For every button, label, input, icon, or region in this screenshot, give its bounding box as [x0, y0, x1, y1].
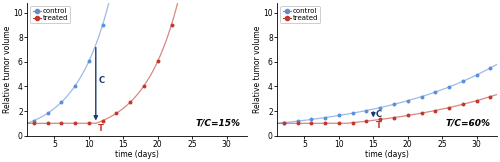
Y-axis label: Relative tumor volume: Relative tumor volume	[3, 26, 12, 113]
Point	[321, 116, 329, 119]
Point	[472, 74, 480, 76]
Point	[112, 112, 120, 115]
Point	[294, 122, 302, 125]
Point	[335, 122, 343, 125]
Point	[98, 23, 106, 26]
Point	[58, 101, 66, 104]
Text: C: C	[98, 76, 104, 85]
Point	[432, 109, 440, 112]
Point	[126, 101, 134, 104]
Point	[308, 118, 316, 121]
Point	[280, 121, 288, 124]
Point	[486, 95, 494, 98]
Text: C: C	[376, 110, 382, 119]
Point	[376, 106, 384, 109]
Point	[71, 122, 79, 125]
Point	[30, 119, 38, 122]
Text: T: T	[98, 124, 103, 133]
Point	[390, 103, 398, 106]
Point	[376, 118, 384, 121]
Point	[168, 23, 175, 26]
Point	[459, 80, 467, 83]
Point	[404, 114, 411, 117]
Text: T: T	[376, 121, 382, 130]
Point	[58, 122, 66, 125]
Point	[71, 84, 79, 87]
Point	[348, 121, 356, 124]
Text: T/C=60%: T/C=60%	[446, 119, 490, 128]
Point	[85, 60, 93, 63]
Point	[445, 86, 453, 88]
Point	[154, 60, 162, 63]
Point	[294, 120, 302, 122]
Point	[418, 112, 426, 114]
Point	[486, 67, 494, 69]
Text: T/C=15%: T/C=15%	[196, 119, 240, 128]
Point	[472, 99, 480, 102]
Point	[362, 120, 370, 122]
Point	[44, 112, 52, 115]
X-axis label: time (days): time (days)	[115, 150, 159, 159]
Point	[44, 122, 52, 125]
Legend: control, treated: control, treated	[30, 6, 70, 23]
X-axis label: time (days): time (days)	[365, 150, 409, 159]
Point	[404, 99, 411, 102]
Point	[140, 84, 148, 87]
Y-axis label: Relative tumor volume: Relative tumor volume	[253, 26, 262, 113]
Text: A: A	[38, 7, 46, 17]
Point	[445, 106, 453, 109]
Point	[390, 116, 398, 119]
Point	[459, 103, 467, 106]
Text: B: B	[288, 7, 296, 17]
Point	[335, 114, 343, 117]
Point	[418, 95, 426, 98]
Point	[362, 109, 370, 112]
Point	[432, 91, 440, 93]
Point	[280, 122, 288, 125]
Point	[30, 122, 38, 125]
Point	[308, 122, 316, 125]
Legend: control, treated: control, treated	[280, 6, 320, 23]
Point	[348, 112, 356, 114]
Point	[98, 119, 106, 122]
Point	[85, 122, 93, 125]
Point	[321, 122, 329, 125]
